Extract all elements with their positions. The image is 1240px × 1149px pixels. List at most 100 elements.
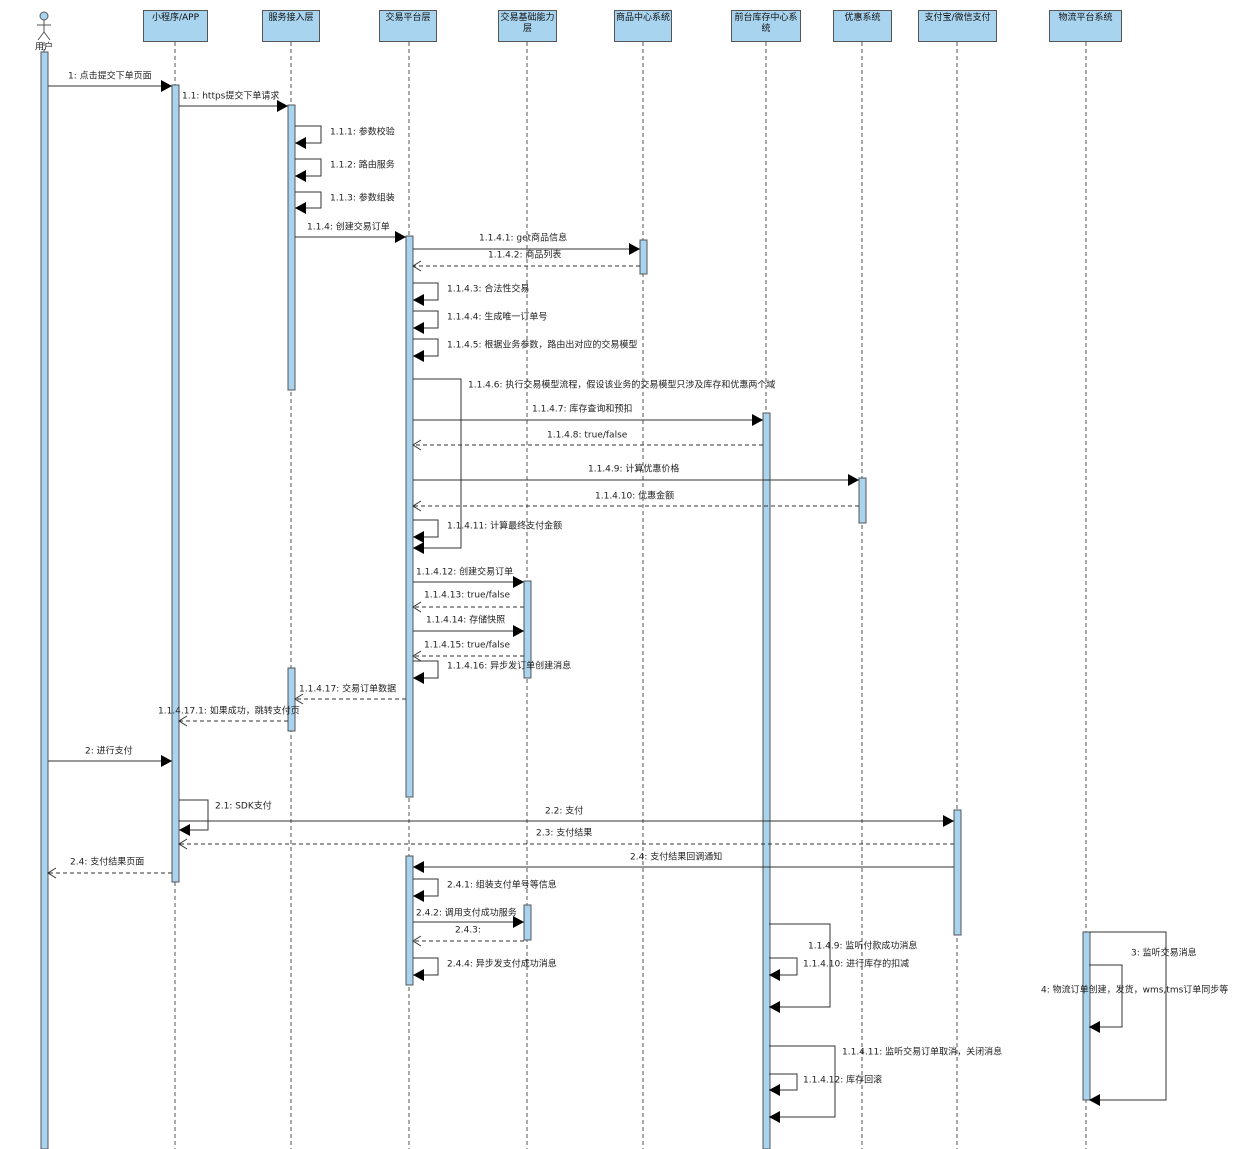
arrow-head [413,294,424,306]
arrow-head [769,1001,780,1013]
self-message [769,957,798,976]
arrow-head [769,969,780,981]
message-label: 1.1.4.17.1: 如果成功，跳转支付页 [158,705,300,717]
self-message [769,1045,836,1118]
arrow-head [412,935,422,947]
message-label: 1.1.4.1: get商品信息 [479,232,567,244]
message-label: 1.1.4.17: 交易订单数据 [299,683,396,695]
message-label: 2: 进行支付 [85,745,133,757]
activation [405,855,414,986]
actor-label: 用户 [35,41,53,53]
message-label: 1.1.4.15: true/false [424,641,510,651]
arrow-head [178,838,188,850]
arrow-head [47,867,57,879]
self-message [413,338,439,357]
arrow-head [413,861,424,873]
lifeline-box: 商品中心系统 [614,10,672,42]
arrow-head [1089,1094,1100,1106]
self-message [413,957,439,976]
lifeline-box: 小程序/APP [143,10,208,42]
arrow-head [413,542,424,554]
actor-head [39,11,49,21]
message-label: 1.1.4.11: 监听交易订单取消，关闭消息 [842,1046,1002,1058]
message-label: 2.4: 支付结果回调通知 [630,851,722,863]
arrow-head [413,322,424,334]
arrow-head [848,474,859,486]
message-label: 1.1.4.8: true/false [547,431,628,441]
arrow-head [178,715,188,727]
arrow-head [413,969,424,981]
message-label: 2.4.3: [455,926,481,936]
arrow-head [295,202,306,214]
self-message [1089,931,1167,1101]
self-message [413,282,439,301]
activation [171,84,180,883]
self-message [295,125,322,144]
message-label: 2.4.4: 异步发支付成功消息 [447,958,557,970]
arrow-head [513,916,524,928]
message-label: 1.1: https提交下单请求 [182,90,279,102]
self-message [413,519,439,538]
self-message [769,1073,798,1091]
message-label: 1.1.4.13: true/false [424,591,510,601]
message-label: 2.4: 支付结果页面 [70,856,144,868]
message-label: 1.1.4.12: 创建交易订单 [416,566,513,578]
activation [523,904,532,941]
message-label: 1.1.4.14: 存储快照 [426,614,505,626]
message-label: 2.1: SDK支付 [215,800,272,812]
arrow-head [513,576,524,588]
message-label: 1.1.4.7: 库存查询和预扣 [532,403,632,415]
message-label: 1.1.4.5: 根据业务参数，路由出对应的交易模型 [447,339,637,351]
message-label: 1.1.4.9: 监听付款成功消息 [808,940,917,952]
message-label: 4: 物流订单创建，发货，wms,tms订单同步等 [1041,984,1228,996]
self-message [179,799,209,831]
self-message [413,310,439,329]
message-label: 2.3: 支付结果 [536,827,592,839]
arrow-head [412,439,422,451]
lifeline-box: 前台库存中心系统 [731,10,801,42]
message-label: 1.1.4.10: 优惠金额 [595,490,674,502]
lifeline-box: 优惠系统 [833,10,892,42]
actor-body [37,20,51,41]
message-label: 2.4.1: 组装支付单号等信息 [447,879,557,891]
arrow-head [413,890,424,902]
arrow-head [412,260,422,272]
activation [287,104,296,391]
self-message [769,923,831,1008]
arrow-head [295,137,306,149]
lifeline-box: 支付宝/微信支付 [918,10,997,42]
arrow-head [943,815,954,827]
message-label: 1: 点击提交下单页面 [68,70,152,82]
self-message [295,158,322,177]
lifeline-box: 交易平台层 [379,10,437,42]
activation [523,580,532,679]
lifeline-box: 交易基础能力层 [498,10,557,42]
message-label: 1.1.4.9: 计算优惠价格 [588,463,679,475]
message-label: 3: 监听交易消息 [1131,947,1197,959]
arrow-head [179,824,190,836]
message-label: 1.1.1: 参数校验 [330,126,395,138]
arrow-head [277,100,288,112]
message-label: 1.1.4.12: 库存回滚 [803,1074,882,1086]
arrow-head [412,650,422,662]
activation [639,239,648,275]
arrow-head [294,693,304,705]
message-label: 1.1.4.4: 生成唯一订单号 [447,311,547,323]
message-label: 2.4.2: 调用支付成功服务 [416,907,517,919]
self-message [413,660,439,679]
self-message [413,878,439,897]
arrow-head [769,1111,780,1123]
arrow-head [752,414,763,426]
self-message [295,191,322,209]
message-label: 1.1.4.16: 异步发订单创建消息 [447,660,571,672]
self-message [413,378,462,549]
arrow-head [1089,1021,1100,1033]
arrow-head [513,625,524,637]
arrow-head [161,755,172,767]
arrow-head [413,531,424,543]
activation [953,809,962,936]
arrow-head [413,672,424,684]
arrow-head [395,231,406,243]
